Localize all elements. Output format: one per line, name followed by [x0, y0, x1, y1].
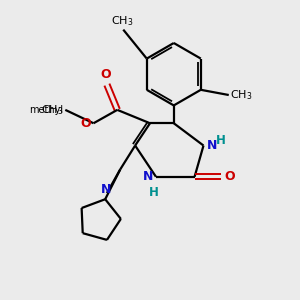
Text: O: O	[100, 68, 111, 81]
Text: N: N	[143, 170, 154, 183]
Text: N: N	[100, 183, 111, 196]
Text: CH$_3$: CH$_3$	[110, 14, 133, 28]
Text: methyl: methyl	[29, 105, 63, 115]
Text: N: N	[206, 139, 217, 152]
Text: CH$_3$: CH$_3$	[230, 88, 253, 102]
Text: H: H	[216, 134, 226, 147]
Text: H: H	[148, 186, 158, 199]
Text: O: O	[224, 170, 235, 183]
Text: O: O	[80, 117, 91, 130]
Text: CH$_3$: CH$_3$	[41, 103, 64, 117]
